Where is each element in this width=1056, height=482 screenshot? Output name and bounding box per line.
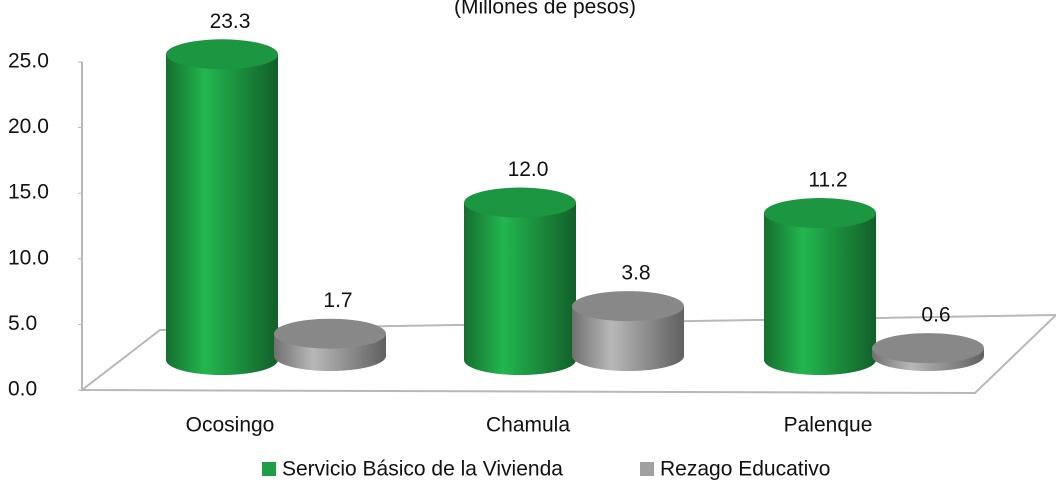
data-label: 1.7 [323, 289, 352, 312]
cylinder-body [464, 202, 576, 375]
cylinder-body [764, 213, 876, 375]
cylinder-top [572, 291, 684, 322]
chart-subtitle: (Millones de pesos) [454, 0, 636, 19]
cylinder-top [464, 187, 576, 218]
cylinder-bar [764, 198, 876, 375]
cylinder-bar [572, 291, 684, 371]
cylinder-bar [872, 333, 984, 371]
legend-swatch [640, 462, 654, 476]
cylinder-top [166, 39, 278, 70]
cylinder-body [572, 306, 684, 371]
data-label: 12.0 [508, 158, 549, 181]
x-tick-label: Palenque [784, 414, 873, 437]
data-label: 3.8 [621, 262, 650, 285]
x-tick-label: Ocosingo [186, 414, 275, 437]
cylinder-body [166, 54, 278, 375]
floor [79, 313, 1056, 395]
data-label: 0.6 [921, 304, 950, 327]
legend-swatch [262, 462, 276, 476]
y-tick-label: 5.0 [8, 312, 37, 335]
cylinder-top [764, 198, 876, 229]
legend-label: Rezago Educativo [660, 458, 830, 481]
data-label: 23.3 [210, 10, 251, 33]
cylinder-bar [274, 318, 386, 371]
legend-label: Servicio Básico de la Vivienda [282, 458, 563, 481]
cylinder-top [872, 333, 984, 364]
y-tick-label: 10.0 [8, 246, 49, 269]
cylinder-bar [166, 39, 278, 375]
y-tick-label: 25.0 [8, 50, 49, 73]
x-tick-label: Chamula [486, 414, 570, 437]
cylinder-bar [464, 187, 576, 375]
y-tick-label: 20.0 [8, 115, 49, 138]
data-label: 11.2 [808, 169, 847, 192]
cylinder-top [274, 318, 386, 349]
y-tick-label: 15.0 [8, 181, 49, 204]
y-tick-label: 0.0 [8, 378, 37, 401]
